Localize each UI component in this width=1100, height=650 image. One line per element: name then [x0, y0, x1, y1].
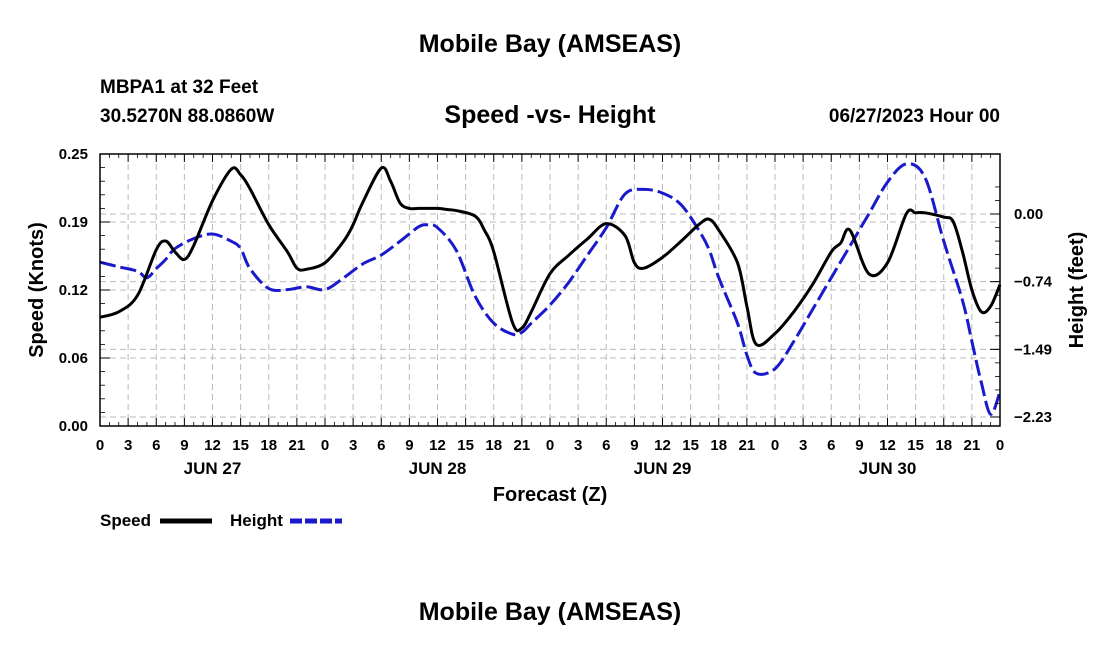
x-tick-label: 15 [907, 437, 924, 454]
x-tick-label: 18 [485, 437, 502, 454]
page-title: Mobile Bay (AMSEAS) [418, 30, 682, 58]
x-tick-label: 21 [964, 437, 981, 454]
chart-title: Speed -vs- Height [444, 101, 656, 129]
x-tick-label: 6 [152, 437, 160, 454]
x-tick-label: 9 [630, 437, 638, 454]
y2-axis-label: Height (feet) [1066, 232, 1088, 349]
x-tick-label: 12 [204, 437, 221, 454]
x-tick-label: 12 [879, 437, 896, 454]
speed-series-line [99, 165, 1002, 347]
x-axis-label: Forecast (Z) [493, 484, 607, 506]
legend-label-speed: Speed [100, 511, 151, 530]
y-tick-label: 0.19 [59, 214, 88, 231]
x-tick-label: 12 [429, 437, 446, 454]
axes: 0 3 6 9 12 15 18 21 0 3 6 9 12 15 18 21 0 3 6 9 12 15 18 21 0 3 6 9… [59, 146, 1053, 478]
x-tick-label: 0 [771, 437, 779, 454]
day-label: JUN 29 [634, 459, 692, 478]
legend-label-height: Height [230, 511, 283, 530]
x-tick-label: 18 [710, 437, 727, 454]
x-tick-label: 0 [96, 437, 104, 454]
x-tick-label: 3 [574, 437, 582, 454]
x-tick-label: 9 [180, 437, 188, 454]
y-tick-label: 0.00 [59, 418, 88, 435]
x-tick-label: 18 [260, 437, 277, 454]
x-tick-label: 6 [602, 437, 610, 454]
x-tick-label: 9 [405, 437, 413, 454]
day-label: JUN 27 [184, 459, 242, 478]
y2-tick-label: 0.00 [1014, 206, 1043, 223]
x-tick-label: 6 [827, 437, 835, 454]
x-tick-label: 0 [321, 437, 329, 454]
x-tick-label: 15 [457, 437, 474, 454]
y-tick-label: 0.25 [59, 146, 88, 163]
x-tick-label: 18 [935, 437, 952, 454]
x-tick-label: 21 [514, 437, 531, 454]
grid [100, 154, 1000, 426]
x-tick-label: 15 [232, 437, 249, 454]
footer-title: Mobile Bay (AMSEAS) [418, 598, 682, 626]
day-label: JUN 28 [409, 459, 467, 478]
x-tick-label: 9 [855, 437, 863, 454]
station-name: MBPA1 at 32 Feet [100, 77, 259, 98]
x-tick-label: 15 [682, 437, 699, 454]
series [99, 162, 1002, 416]
forecast-run-time: 06/27/2023 Hour 00 [828, 106, 1000, 127]
x-tick-label: 3 [124, 437, 132, 454]
x-tick-label: 0 [546, 437, 554, 454]
legend: Speed Height [100, 511, 342, 530]
x-tick-label: 12 [654, 437, 671, 454]
height-series-line [99, 162, 1002, 416]
x-tick-label: 3 [349, 437, 357, 454]
station-coordinates: 30.5270N 88.0860W [100, 106, 275, 127]
x-tick-label: 3 [799, 437, 807, 454]
y2-tick-label: −2.23 [1014, 409, 1052, 426]
x-tick-label: 21 [289, 437, 306, 454]
y2-tick-label: −1.49 [1014, 341, 1052, 358]
x-tick-label: 21 [739, 437, 756, 454]
day-label: JUN 30 [859, 459, 917, 478]
y-tick-label: 0.06 [59, 350, 88, 367]
y2-tick-label: −0.74 [1014, 274, 1053, 291]
x-tick-label: 0 [996, 437, 1004, 454]
y-axis-label: Speed (Knots) [26, 222, 48, 358]
y-tick-label: 0.12 [59, 282, 88, 299]
x-tick-label: 6 [377, 437, 385, 454]
